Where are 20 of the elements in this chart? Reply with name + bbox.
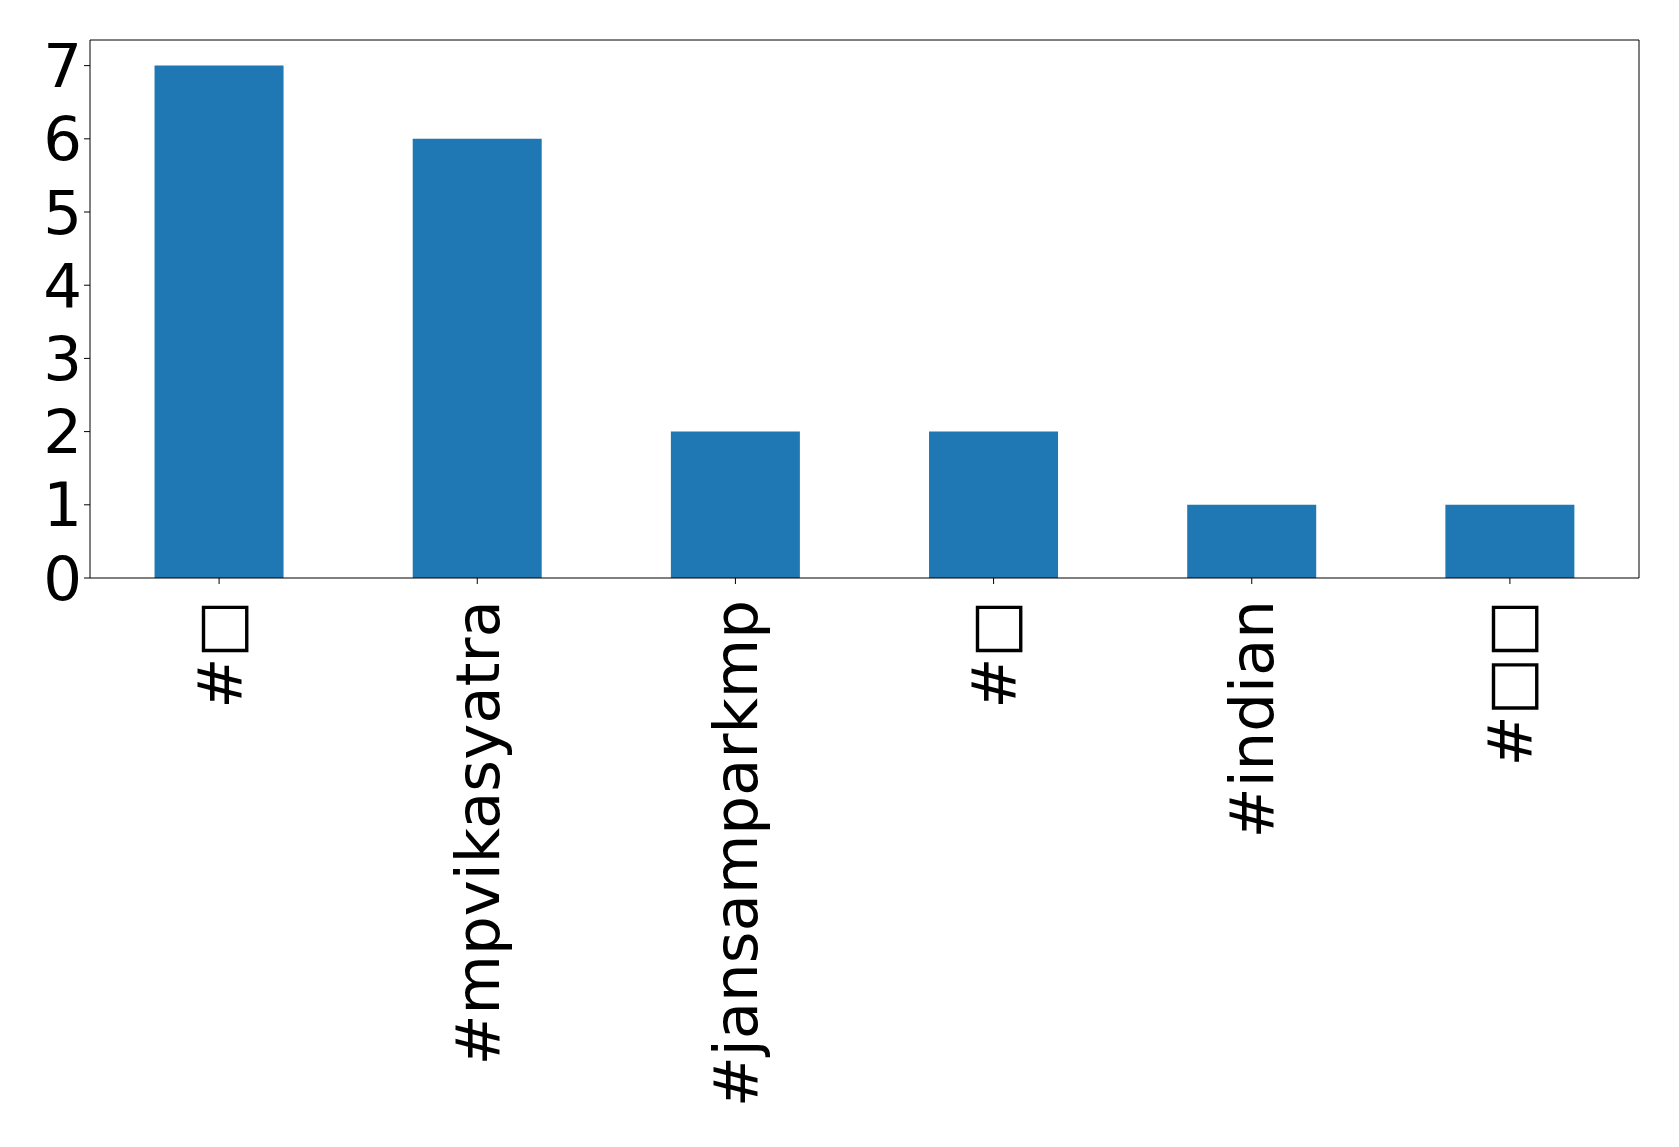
- bar: [1445, 504, 1575, 578]
- x-tick-label: #□: [183, 600, 255, 709]
- y-tick-label: 1: [43, 469, 82, 541]
- bar: [929, 431, 1059, 578]
- y-tick-label: 3: [43, 323, 82, 395]
- y-tick-label: 7: [43, 30, 82, 102]
- y-tick-label: 6: [43, 103, 82, 175]
- x-tick-label: #indian: [1216, 600, 1288, 839]
- y-tick-label: 0: [43, 542, 82, 614]
- y-tick-label: 2: [43, 396, 82, 468]
- x-tick-label: #□: [958, 600, 1030, 709]
- y-tick-label: 5: [43, 176, 82, 248]
- x-tick-label: #□□: [1474, 600, 1546, 767]
- bar: [154, 65, 284, 578]
- x-tick-label: #jansamparkmp: [699, 600, 771, 1108]
- x-tick-label: #mpvikasyatra: [441, 600, 513, 1066]
- y-tick-label: 4: [43, 249, 82, 321]
- bar: [1187, 504, 1317, 578]
- bar: [412, 138, 542, 578]
- bar: [670, 431, 800, 578]
